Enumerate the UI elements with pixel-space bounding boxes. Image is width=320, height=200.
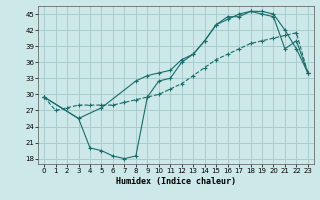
X-axis label: Humidex (Indice chaleur): Humidex (Indice chaleur) [116,177,236,186]
